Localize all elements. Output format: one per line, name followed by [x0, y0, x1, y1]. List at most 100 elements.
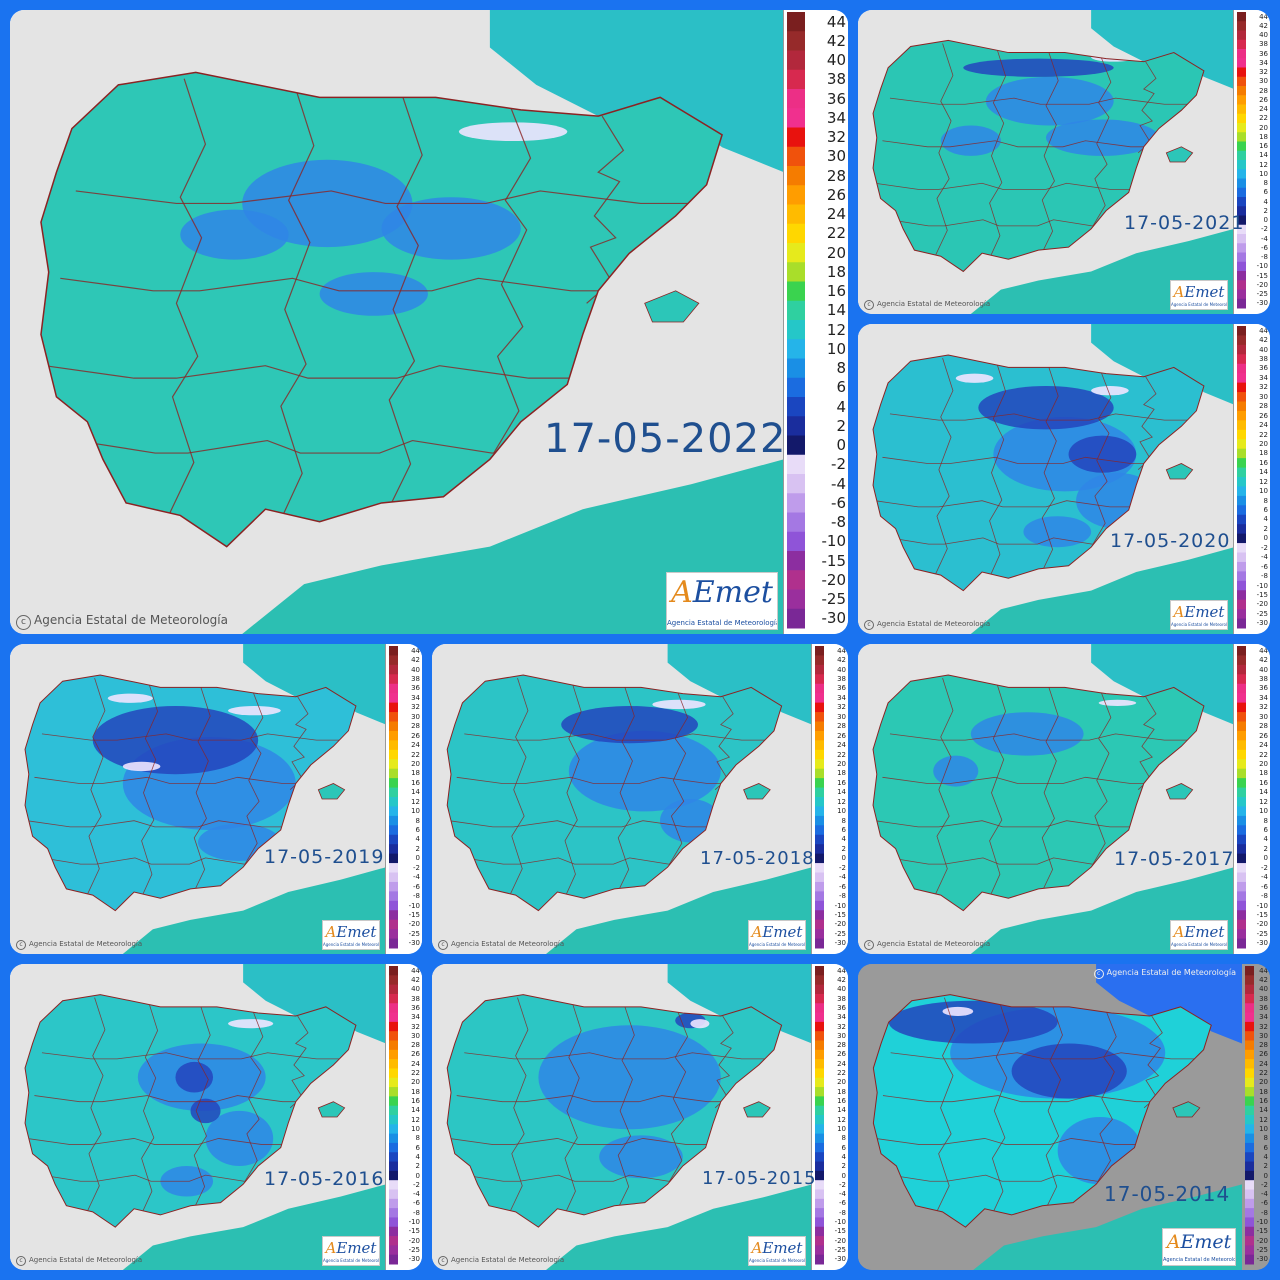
legend-tick-label: 40	[411, 665, 420, 674]
legend-tick-label: -10	[821, 532, 847, 551]
legend-tick-label: 28	[837, 1041, 846, 1050]
legend-tick-label: -2	[1261, 543, 1268, 552]
temperature-legend: 44 42 40 38 36 34 32 30 28 26 24 22 20 18 16 14 12 10 8 6 4 2…	[811, 964, 848, 1270]
temperature-map	[40, 10, 784, 634]
legend-tick-label: 20	[1259, 439, 1268, 448]
legend-tick-label: -10	[1256, 581, 1268, 590]
province-borders	[874, 357, 1191, 582]
legend-tick-label: -15	[408, 1227, 420, 1236]
legend-tick-label: 2	[415, 844, 420, 853]
credit-text: Agencia Estatal de Meteorología	[451, 940, 565, 948]
balearic-islands	[743, 783, 771, 800]
legend-tick-label: 28	[1259, 86, 1268, 95]
legend-tick-label: 30	[837, 1031, 846, 1040]
legend-tick-label: 18	[837, 769, 846, 778]
legend-tick-label: 26	[1259, 1050, 1268, 1059]
legend-tick-label: 14	[837, 788, 846, 797]
legend-tick-label: 14	[837, 1106, 846, 1115]
legend-tick-label: 26	[1259, 731, 1268, 740]
legend-tick-label: 14	[1259, 468, 1268, 477]
legend-tick-label: -30	[821, 609, 847, 628]
temperature-legend: 44 42 40 38 36 34 32 30 28 26 24 22 20 18 16 14 12 10 8 6 4 2…	[1233, 644, 1270, 954]
legend-tick-label: -20	[834, 1236, 846, 1245]
legend-tick-label: -10	[1256, 901, 1268, 910]
legend-tick-label: 8	[415, 816, 420, 825]
temperature-legend: 44 42 40 38 36 34 32 30 28 26 24 22 20 18 16 14 12 10 8 6 4 2…	[783, 10, 848, 634]
temperature-legend: 44 42 40 38 36 34 32 30 28 26 24 22 20 18 16 14 12 10 8 6 4 2…	[811, 644, 848, 954]
legend-tick-label: -6	[413, 1199, 420, 1208]
legend-tick-label: 30	[837, 712, 846, 721]
aemet-logo: AEmet Agencia Estatal de Meteorología	[322, 920, 380, 950]
credit-text: Agencia Estatal de Meteorología	[877, 620, 991, 628]
legend-color-bar	[389, 646, 398, 949]
legend-tick-label: 40	[1259, 345, 1268, 354]
legend-tick-label: 16	[1259, 458, 1268, 467]
legend-tick-label: 10	[837, 807, 846, 816]
aemet-logo: AEmet Agencia Estatal de Meteorología	[748, 920, 806, 950]
cool-zone	[568, 730, 721, 812]
legend-tick-label: 16	[1259, 778, 1268, 787]
copyright-icon: c	[1093, 969, 1104, 979]
iberia-coastline	[872, 994, 1212, 1228]
snow-zone	[942, 1006, 974, 1017]
legend-tick-label: 12	[826, 320, 846, 339]
cool-zone	[180, 209, 289, 260]
legend-tick-label: 0	[1263, 534, 1268, 543]
cool-zone	[940, 125, 1001, 156]
legend-tick-label: 14	[1259, 151, 1268, 160]
snow-zone	[107, 693, 153, 703]
map-date-label: 17-05-2017	[1114, 848, 1235, 870]
cool-zone	[993, 417, 1137, 492]
cold-zone	[175, 1061, 214, 1093]
legend-tick-label: -20	[408, 920, 420, 929]
legend-tick-label: 44	[1259, 12, 1268, 21]
legend-tick-label: -20	[408, 1236, 420, 1245]
legend-tick-label: 40	[1259, 665, 1268, 674]
legend-tick-label: 18	[837, 1087, 846, 1096]
legend-tick-label: 10	[1259, 807, 1268, 816]
cool-zone	[242, 159, 413, 248]
iberia-land	[873, 40, 1204, 272]
copyright-icon: c	[438, 940, 448, 950]
province-borders	[449, 677, 769, 902]
legend-color-bar	[787, 12, 805, 629]
aemet-logo: AEmet Agencia Estatal de Meteorología	[1162, 1228, 1236, 1266]
legend-tick-label: 38	[1259, 40, 1268, 49]
map-panel-2014: 44 42 40 38 36 34 32 30 28 26 24 22 20 18 16 14 12 10 8 6 4 2…	[858, 964, 1270, 1270]
legend-tick-label: 22	[411, 750, 420, 759]
legend-tick-label: 6	[841, 826, 846, 835]
aemet-credit: c Agencia Estatal de Meteorología	[438, 1256, 564, 1266]
legend-tick-label: 40	[411, 985, 420, 994]
legend-tick-label: 0	[836, 436, 846, 455]
legend-tick-label: 24	[1259, 105, 1268, 114]
legend-tick-label: -25	[408, 1246, 420, 1255]
cool-zone	[538, 1025, 721, 1130]
temperature-map	[24, 964, 386, 1270]
legend-tick-label: -10	[408, 901, 420, 910]
legend-tick-label: 14	[411, 1106, 420, 1115]
balearic-islands	[1165, 783, 1194, 800]
legend-tick-label: 12	[411, 1115, 420, 1124]
province-borders	[44, 78, 695, 529]
legend-tick-label: 8	[1263, 496, 1268, 505]
legend-tick-label: 34	[826, 108, 846, 127]
legend-tick-label: -25	[821, 590, 847, 609]
legend-tick-label: -20	[1256, 1236, 1268, 1245]
legend-tick-label: 4	[1263, 197, 1268, 206]
iberia-coastline	[872, 354, 1205, 592]
africa-land	[122, 867, 386, 954]
map-area	[10, 964, 386, 1270]
legend-color-bar	[815, 646, 824, 949]
temperature-map	[872, 324, 1234, 634]
aemet-credit: c Agencia Estatal de Meteorología	[16, 613, 228, 630]
aemet-logo: AEmet Agencia Estatal de Meteorología	[1170, 920, 1228, 950]
legend-tick-label: 12	[1259, 1115, 1268, 1124]
legend-tick-label: -30	[1256, 939, 1268, 948]
aemet-logo: AEmet Agencia Estatal de Meteorología	[1170, 280, 1228, 310]
legend-tick-label: -4	[839, 873, 846, 882]
iberia-coastline	[446, 674, 783, 912]
legend-tick-label: 32	[837, 1022, 846, 1031]
iberia-coastline	[872, 674, 1205, 912]
legend-tick-label: -20	[1256, 600, 1268, 609]
legend-tick-label: -4	[413, 1190, 420, 1199]
